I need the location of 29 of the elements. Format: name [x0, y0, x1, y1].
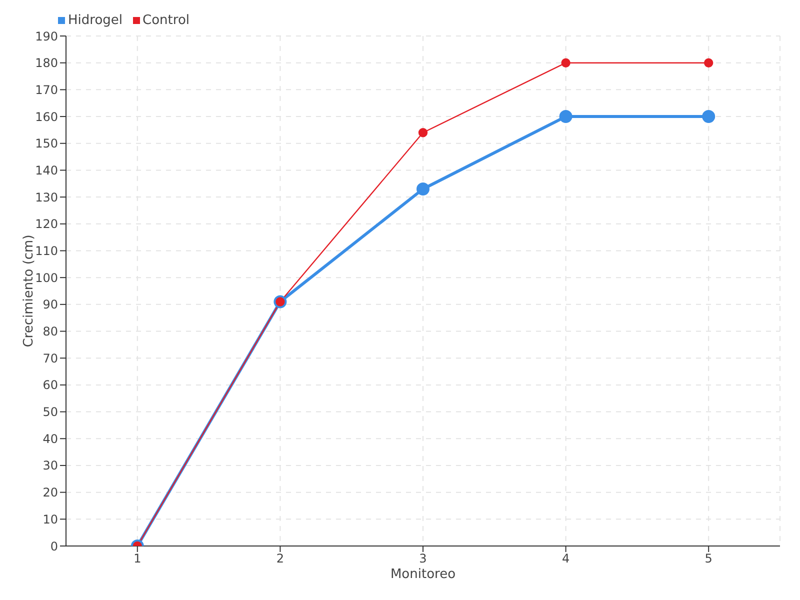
x-tick-label: 3: [419, 552, 427, 566]
y-axis-title: Crecimiento (cm): [22, 234, 37, 348]
x-tick-label: 1: [134, 552, 142, 566]
legend-label: Hidrogel: [67, 13, 123, 28]
y-tick-label: 130: [35, 190, 58, 204]
y-tick-label: 40: [42, 432, 58, 446]
y-tick-label: 180: [35, 56, 58, 70]
legend-label: Control: [142, 13, 190, 28]
y-tick-label: 10: [42, 512, 58, 526]
y-tick-label: 0: [50, 539, 58, 554]
y-tick-label: 20: [42, 486, 58, 500]
y-tick-label: 120: [35, 217, 58, 232]
x-tick-label: 4: [562, 552, 570, 566]
y-tick-label: 110: [35, 244, 58, 258]
y-tick-label: 90: [42, 298, 58, 312]
y-tick-label: 80: [42, 324, 58, 339]
x-tick-label: 5: [704, 552, 712, 566]
y-tick-label: 140: [35, 163, 58, 178]
y-tick-label: 60: [42, 378, 58, 392]
y-tick-label: 70: [42, 351, 58, 366]
y-tick-label: 50: [42, 405, 58, 420]
y-tick-label: 30: [42, 458, 58, 473]
y-tick-label: 150: [35, 136, 58, 151]
y-tick-label: 190: [35, 29, 58, 44]
x-axis-title: Monitoreo: [390, 567, 456, 582]
y-tick-label: 170: [35, 82, 58, 97]
y-tick-label: 100: [35, 270, 58, 285]
x-tick-label: 2: [276, 552, 284, 566]
y-tick-label: 160: [35, 110, 58, 124]
